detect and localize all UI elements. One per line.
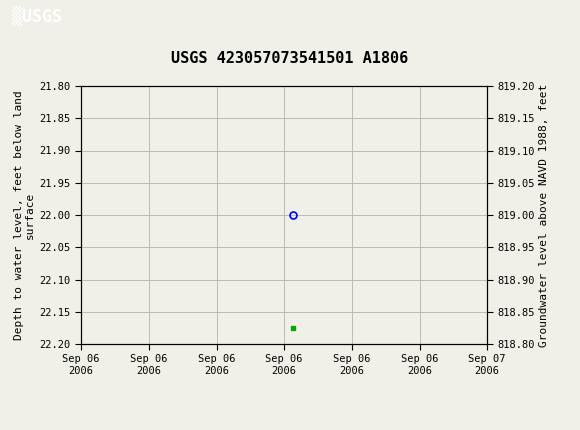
Legend: Period of approved data: Period of approved data (187, 427, 382, 430)
Y-axis label: Groundwater level above NAVD 1988, feet: Groundwater level above NAVD 1988, feet (539, 83, 549, 347)
Text: USGS 423057073541501 A1806: USGS 423057073541501 A1806 (171, 51, 409, 65)
Text: ▒USGS: ▒USGS (12, 6, 61, 26)
Y-axis label: Depth to water level, feet below land
surface: Depth to water level, feet below land su… (14, 90, 35, 340)
